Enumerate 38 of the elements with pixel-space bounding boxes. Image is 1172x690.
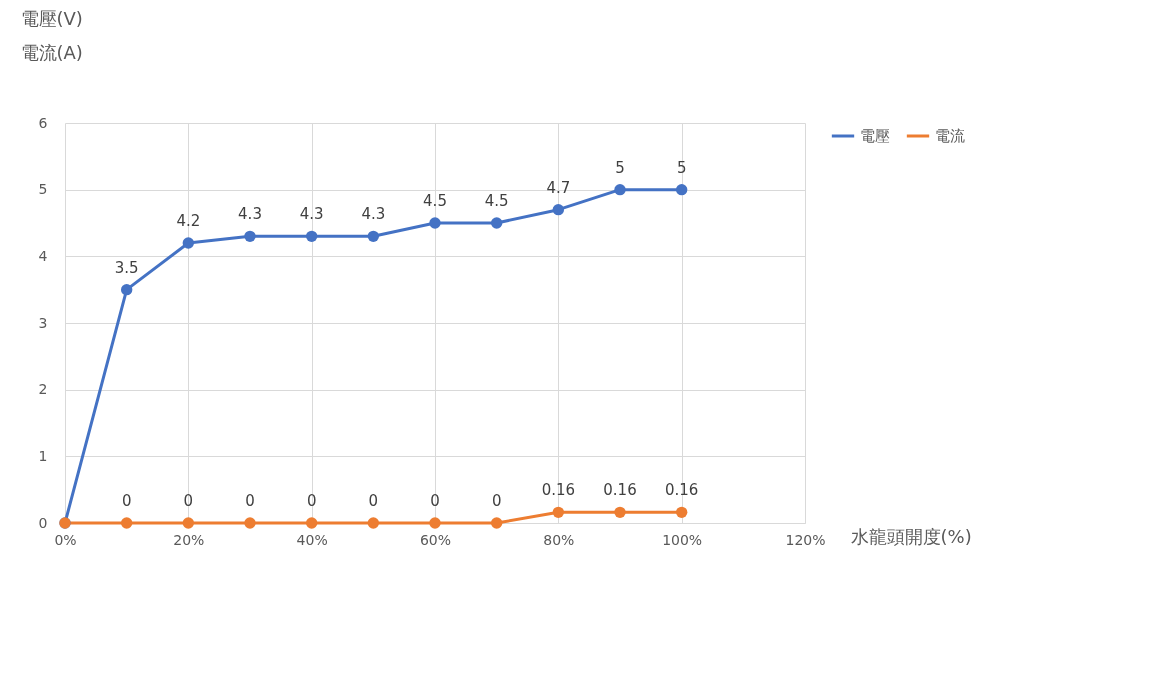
data-label: 0	[306, 492, 317, 510]
x-tick-label: 20%	[173, 531, 205, 548]
data-label: 4.5	[423, 192, 447, 210]
data-label: 4.3	[238, 205, 262, 224]
data-label: 4.7	[546, 178, 571, 197]
data-label: 0	[430, 492, 440, 510]
y-tick-label: 1	[38, 447, 48, 464]
x-tick-label: 60%	[419, 531, 452, 548]
legend-label: 電流	[935, 127, 965, 145]
data-label: 4.3	[361, 205, 386, 224]
data-label: 0	[368, 492, 379, 510]
y-tick-label: 3	[38, 314, 48, 331]
data-label: 0	[183, 492, 194, 510]
y-tick-label: 6	[38, 114, 48, 131]
x-axis-title: 水龍頭開度(%)	[850, 525, 972, 547]
data-label: 4.2	[176, 212, 201, 230]
data-label: 4.5	[484, 192, 509, 210]
x-tick-label: 80%	[543, 531, 575, 548]
y-tick-label: 4	[38, 247, 48, 264]
x-tick-label: 120%	[785, 531, 826, 548]
y-axis-title: 電壓(V) 電流(A)	[20, 7, 83, 63]
data-label: 0.16	[603, 481, 637, 500]
data-label: 3.5	[114, 258, 139, 277]
data-label: 5	[676, 158, 687, 177]
x-tick-label: 100%	[662, 531, 703, 548]
x-tick-label: 0%	[54, 531, 77, 548]
y-tick-label: 0	[38, 514, 48, 531]
data-label: 0.16	[541, 481, 576, 500]
data-label: 0.16	[664, 481, 699, 500]
x-tick-label: 40%	[296, 531, 328, 548]
y-tick-label: 2	[38, 381, 48, 398]
legend-label: 電壓	[860, 127, 890, 145]
data-label: 0	[245, 492, 255, 510]
y-tick-label: 5	[38, 181, 48, 198]
data-label: 0	[491, 492, 502, 510]
data-label: 4.3	[299, 205, 324, 224]
data-label: 0	[121, 492, 132, 510]
data-label: 5	[615, 158, 625, 177]
